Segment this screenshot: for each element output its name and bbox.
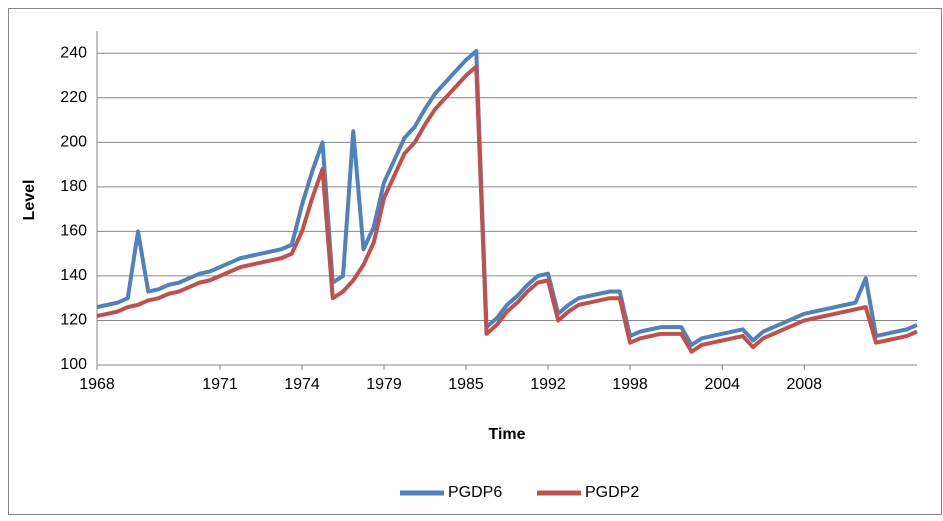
x-axis-title: Time: [488, 426, 525, 443]
y-tick-label: 160: [60, 223, 87, 240]
series-line: [96, 49, 918, 347]
y-tick-label: 100: [60, 356, 87, 373]
legend-label: PGDP2: [585, 484, 639, 501]
y-tick-label: 220: [60, 89, 87, 106]
x-tick-label: 2008: [786, 376, 822, 393]
x-tick-label: 1985: [448, 376, 484, 393]
y-tick-label: 140: [60, 267, 87, 284]
x-tick-label: 1968: [79, 376, 115, 393]
y-tick-label: 180: [60, 178, 87, 195]
x-tick-label: 1998: [612, 376, 648, 393]
x-tick-label: 1992: [530, 376, 566, 393]
x-tick-label: 1979: [366, 376, 402, 393]
y-tick-label: 120: [60, 312, 87, 329]
x-tick-label: 2004: [704, 376, 740, 393]
y-tick-label: 200: [60, 134, 87, 151]
x-tick-label: 1971: [202, 376, 238, 393]
y-axis-title: Level: [21, 180, 38, 221]
series-line: [96, 64, 918, 354]
y-tick-label: 240: [60, 44, 87, 61]
chart-border: [8, 8, 942, 515]
x-tick-label: 1974: [284, 376, 320, 393]
legend-label: PGDP6: [448, 484, 502, 501]
